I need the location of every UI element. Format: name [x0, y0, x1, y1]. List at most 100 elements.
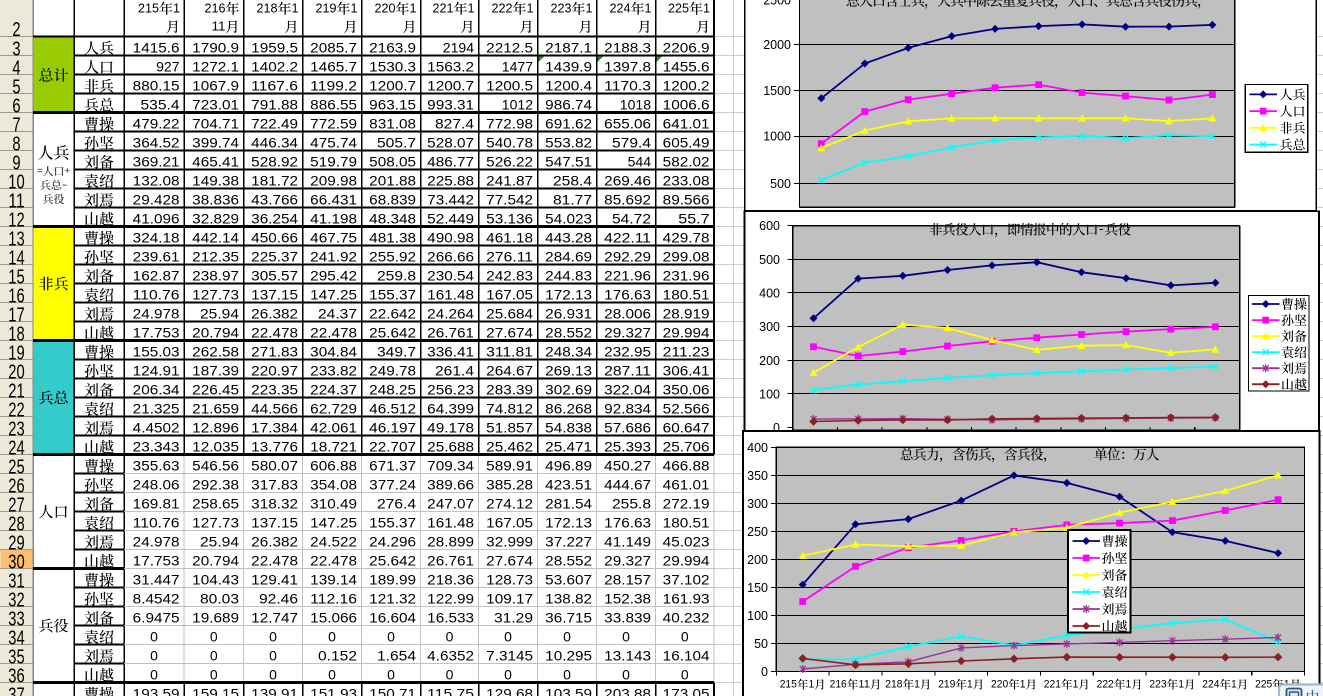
svg-text:20.794: 20.794 — [192, 325, 239, 341]
svg-text:155.37: 155.37 — [369, 515, 416, 531]
svg-text:600: 600 — [759, 219, 780, 233]
svg-text:256.23: 256.23 — [427, 382, 474, 398]
svg-text:1272.1: 1272.1 — [192, 59, 239, 75]
svg-text:5: 5 — [12, 76, 20, 99]
svg-text:986.74: 986.74 — [545, 97, 592, 113]
svg-text:212.35: 212.35 — [192, 249, 239, 265]
svg-text:295.42: 295.42 — [310, 268, 357, 284]
svg-text:16.104: 16.104 — [663, 648, 710, 664]
svg-text:147.25: 147.25 — [310, 515, 357, 531]
svg-text:22.478: 22.478 — [251, 325, 298, 341]
svg-text:1: 1 — [809, 679, 815, 691]
svg-text:127.73: 127.73 — [192, 515, 239, 531]
svg-text:1: 1 — [1073, 679, 1079, 691]
svg-text:218: 218 — [257, 1, 278, 16]
svg-text:0: 0 — [150, 667, 158, 683]
svg-text:465.41: 465.41 — [192, 154, 239, 170]
svg-text:43.766: 43.766 — [251, 192, 298, 208]
svg-text:354.08: 354.08 — [310, 477, 357, 493]
svg-text:1: 1 — [351, 1, 358, 16]
svg-text:139.91: 139.91 — [251, 686, 298, 696]
svg-text:16.533: 16.533 — [427, 610, 474, 626]
svg-text:224.37: 224.37 — [310, 382, 357, 398]
svg-text:292.38: 292.38 — [192, 477, 239, 493]
svg-text:14: 14 — [8, 247, 24, 270]
svg-text:15.066: 15.066 — [310, 610, 357, 626]
svg-text:1: 1 — [1178, 679, 1184, 691]
svg-text:261.4: 261.4 — [435, 363, 474, 379]
svg-text:216: 216 — [830, 679, 847, 691]
svg-text:36.715: 36.715 — [545, 610, 592, 626]
svg-text:1415.6: 1415.6 — [133, 40, 180, 56]
svg-text:104.43: 104.43 — [192, 572, 239, 588]
svg-text:244.83: 244.83 — [545, 268, 592, 284]
svg-text:121.32: 121.32 — [369, 591, 416, 607]
svg-text:1: 1 — [292, 1, 299, 16]
svg-text:54.023: 54.023 — [545, 211, 592, 227]
svg-text:249.78: 249.78 — [369, 363, 416, 379]
svg-text:318.32: 318.32 — [251, 496, 298, 512]
svg-text:149.38: 149.38 — [192, 173, 239, 189]
svg-text:28.006: 28.006 — [604, 306, 651, 322]
svg-text:582.02: 582.02 — [663, 154, 710, 170]
svg-text:152.38: 152.38 — [604, 591, 651, 607]
svg-text:33: 33 — [8, 608, 24, 631]
svg-text:92.46: 92.46 — [259, 591, 298, 607]
svg-text:238.97: 238.97 — [192, 268, 239, 284]
svg-text:103.59: 103.59 — [545, 686, 592, 696]
svg-text:127.73: 127.73 — [192, 287, 239, 303]
svg-text:31: 31 — [8, 570, 24, 593]
svg-text:42.061: 42.061 — [310, 420, 357, 436]
svg-text:269.46: 269.46 — [604, 173, 651, 189]
svg-text:886.55: 886.55 — [310, 97, 357, 113]
svg-text:26.382: 26.382 — [251, 306, 298, 322]
svg-text:655.06: 655.06 — [604, 116, 651, 132]
svg-text:300: 300 — [747, 497, 768, 511]
svg-text:1465.7: 1465.7 — [310, 59, 357, 75]
svg-text:25.688: 25.688 — [427, 439, 474, 455]
svg-text:8.4542: 8.4542 — [133, 591, 180, 607]
svg-text:2206.9: 2206.9 — [663, 40, 710, 56]
svg-text:317.83: 317.83 — [251, 477, 298, 493]
svg-text:25.462: 25.462 — [486, 439, 533, 455]
svg-text:138.82: 138.82 — [545, 591, 592, 607]
svg-text:12.035: 12.035 — [192, 439, 239, 455]
svg-text:1200.7: 1200.7 — [427, 78, 474, 94]
svg-text:0: 0 — [622, 667, 630, 683]
svg-text:86.268: 86.268 — [545, 401, 592, 417]
svg-text:6: 6 — [12, 95, 20, 118]
svg-text:25.642: 25.642 — [369, 325, 416, 341]
svg-text:266.66: 266.66 — [427, 249, 474, 265]
svg-text:100: 100 — [747, 609, 768, 623]
svg-text:1200.5: 1200.5 — [486, 78, 533, 94]
svg-text:29.327: 29.327 — [604, 553, 651, 569]
svg-text:1: 1 — [645, 1, 652, 16]
svg-text:4.4502: 4.4502 — [133, 420, 180, 436]
svg-text:389.66: 389.66 — [427, 477, 474, 493]
svg-text:322.04: 322.04 — [604, 382, 651, 398]
svg-text:221: 221 — [1044, 679, 1061, 691]
svg-text:2163.9: 2163.9 — [369, 40, 416, 56]
svg-text:1000: 1000 — [763, 130, 791, 144]
svg-text:22.478: 22.478 — [251, 553, 298, 569]
svg-text:49.178: 49.178 — [427, 420, 474, 436]
svg-text:4.6352: 4.6352 — [427, 648, 474, 664]
svg-text:223: 223 — [1149, 679, 1166, 691]
svg-text:41.096: 41.096 — [133, 211, 180, 227]
svg-text:1: 1 — [173, 1, 180, 16]
svg-text:242.83: 242.83 — [486, 268, 533, 284]
svg-text:23: 23 — [8, 418, 24, 441]
svg-text:147.25: 147.25 — [310, 287, 357, 303]
svg-text:211.23: 211.23 — [663, 344, 710, 360]
svg-text:24.264: 24.264 — [427, 306, 474, 322]
svg-text:0: 0 — [210, 667, 218, 683]
svg-text:48.348: 48.348 — [369, 211, 416, 227]
svg-text:24.296: 24.296 — [369, 534, 416, 550]
svg-text:450.66: 450.66 — [251, 230, 298, 246]
svg-text:26.382: 26.382 — [251, 534, 298, 550]
svg-text:0: 0 — [210, 629, 218, 645]
svg-text:25.94: 25.94 — [200, 534, 239, 550]
svg-text:7.3145: 7.3145 — [486, 648, 533, 664]
svg-text:46.197: 46.197 — [369, 420, 416, 436]
svg-text:24.522: 24.522 — [310, 534, 357, 550]
